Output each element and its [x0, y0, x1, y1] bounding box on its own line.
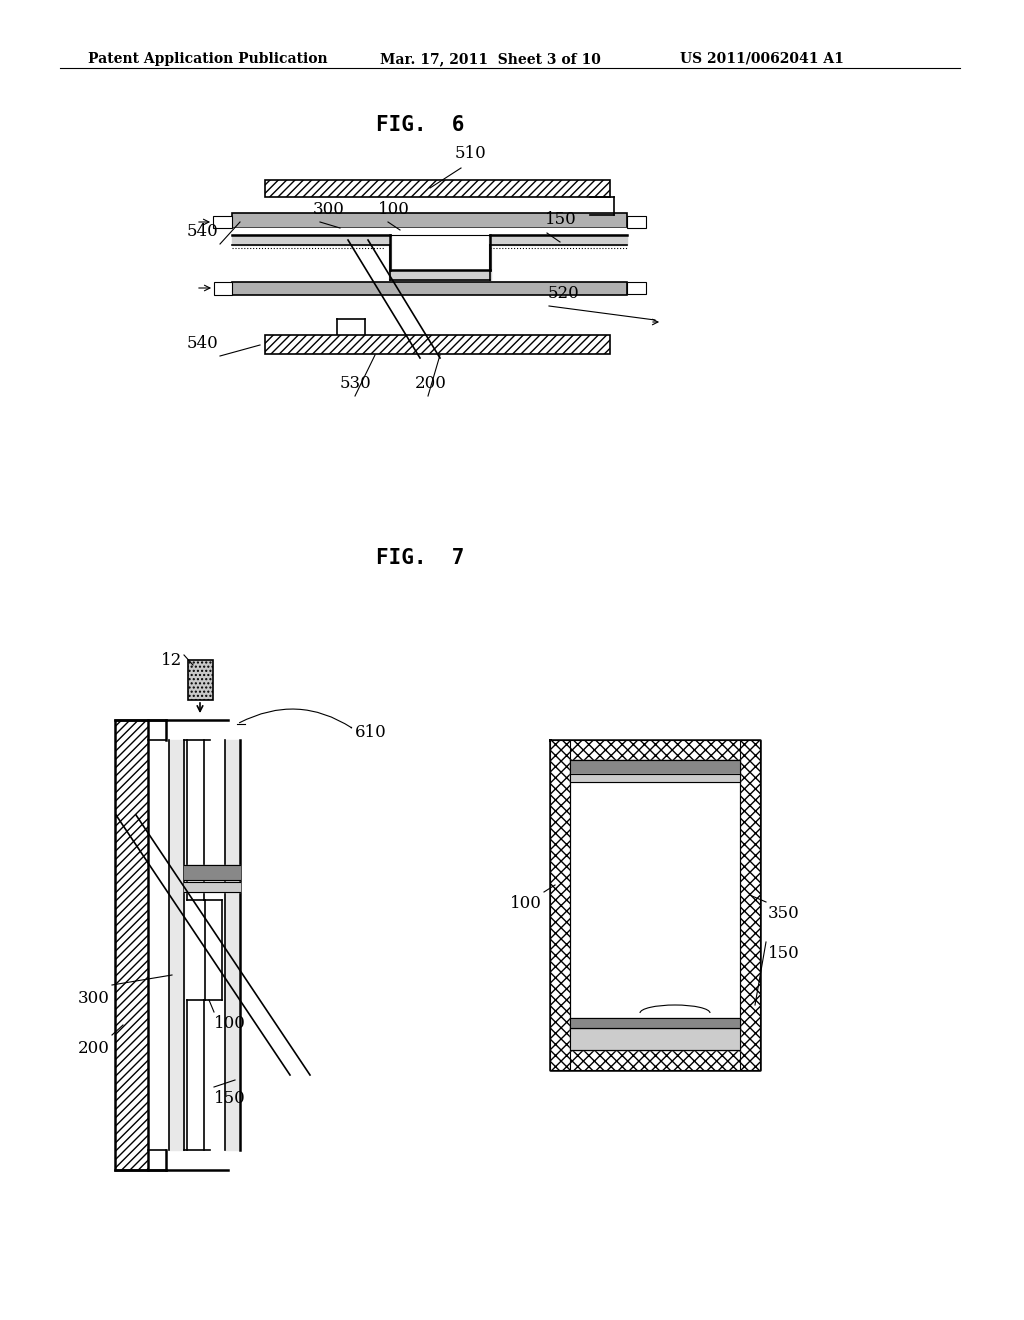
Text: Patent Application Publication: Patent Application Publication [88, 51, 328, 66]
Text: FIG.  7: FIG. 7 [376, 548, 464, 568]
Bar [740, 741, 760, 1071]
Text: 610: 610 [355, 723, 387, 741]
Bar [550, 741, 570, 1071]
Text: US 2011/0062041 A1: US 2011/0062041 A1 [680, 51, 844, 66]
Text: FIG.  6: FIG. 6 [376, 115, 464, 135]
Bar [265, 180, 610, 197]
Text: 300: 300 [313, 201, 345, 218]
Text: 150: 150 [768, 945, 800, 962]
Text: Mar. 17, 2011  Sheet 3 of 10: Mar. 17, 2011 Sheet 3 of 10 [380, 51, 601, 66]
Text: 100: 100 [378, 201, 410, 218]
Bar [627, 216, 646, 228]
Bar [214, 282, 232, 294]
Text: 350: 350 [768, 906, 800, 921]
Text: 520: 520 [548, 285, 580, 302]
Bar [115, 719, 148, 1170]
Text: 200: 200 [415, 375, 446, 392]
Text: 100: 100 [510, 895, 542, 912]
Text: 150: 150 [545, 211, 577, 228]
Text: 200: 200 [78, 1040, 110, 1057]
Bar [213, 216, 232, 228]
Text: 510: 510 [455, 145, 486, 162]
Bar [550, 741, 760, 760]
Text: 100: 100 [214, 1015, 246, 1032]
Text: 300: 300 [78, 990, 110, 1007]
Bar [265, 335, 610, 354]
Text: 150: 150 [214, 1090, 246, 1107]
Text: 12: 12 [161, 652, 182, 669]
Bar [627, 282, 646, 294]
Bar [232, 282, 627, 294]
Text: 530: 530 [340, 375, 372, 392]
Text: 540: 540 [186, 223, 218, 240]
Bar [188, 660, 213, 700]
FancyArrowPatch shape [240, 709, 351, 727]
Bar [232, 213, 627, 228]
Text: 540: 540 [186, 335, 218, 352]
Bar [550, 1049, 760, 1071]
